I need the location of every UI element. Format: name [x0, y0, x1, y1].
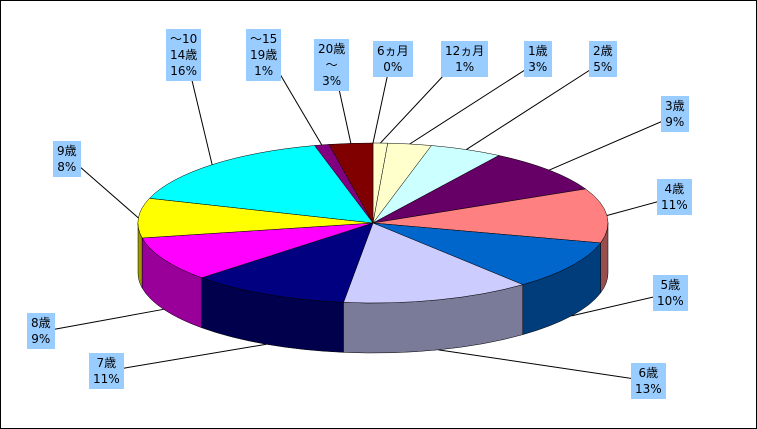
data-label: 20歳 ～ 3%: [314, 39, 350, 91]
category-label: 8歳: [31, 316, 51, 330]
data-label: 5歳 10%: [653, 275, 688, 311]
category-label: 5歳: [660, 278, 681, 292]
category-label: 1歳: [528, 44, 548, 58]
value-label: 3%: [322, 74, 342, 88]
slice: [141, 222, 374, 279]
value-label: 11%: [93, 372, 120, 386]
slice: [343, 222, 524, 304]
slice: [372, 222, 602, 285]
data-label: 12ヵ月 1%: [441, 41, 489, 77]
category-label: 6歳: [638, 366, 659, 380]
category-label: 12ヵ月: [445, 44, 485, 58]
data-label: 9歳 8%: [53, 141, 81, 177]
leader-line: [44, 308, 164, 332]
data-label: ～15 19歳 1%: [246, 29, 282, 81]
data-label: 1歳 3%: [524, 41, 552, 77]
category-label: 20歳 ～: [318, 42, 346, 72]
data-label: 6歳 13%: [631, 363, 666, 399]
leader-line: [70, 158, 139, 219]
value-label: 1%: [455, 60, 475, 74]
value-label: 8%: [57, 160, 77, 174]
leader-line: [438, 349, 650, 382]
leader-line: [106, 343, 267, 372]
category-label: 7歳: [96, 356, 117, 370]
category-label: ～15 19歳: [250, 32, 278, 62]
data-label: 8歳 9%: [27, 313, 55, 349]
value-label: 1%: [254, 64, 274, 78]
value-label: 16%: [170, 64, 197, 78]
data-label: 7歳 11%: [89, 353, 124, 389]
leader-line: [466, 58, 608, 151]
category-label: 2歳: [593, 44, 613, 58]
slice: [148, 145, 374, 224]
leader-line: [549, 113, 680, 171]
slice: [200, 222, 374, 303]
slice: [372, 155, 587, 224]
value-label: 10%: [657, 294, 684, 308]
data-label: 6ヵ月 0%: [373, 41, 413, 77]
category-label: 9歳: [57, 144, 77, 158]
category-label: 3歳: [665, 99, 685, 113]
data-label: ～10 14歳 16%: [166, 29, 202, 81]
value-label: 9%: [665, 115, 685, 129]
value-label: 5%: [593, 60, 613, 74]
slice: [137, 198, 374, 239]
category-label: 6ヵ月: [377, 44, 409, 58]
data-label: 3歳 9%: [661, 96, 689, 132]
value-label: 11%: [661, 198, 688, 212]
category-label: 4歳: [664, 182, 685, 196]
data-label: 2歳 5%: [589, 41, 617, 77]
value-label: 3%: [528, 60, 548, 74]
slice: [372, 188, 609, 244]
value-label: 13%: [635, 382, 662, 396]
value-label: 9%: [31, 332, 51, 346]
leader-line: [409, 58, 543, 145]
data-label: 4歳 11%: [657, 179, 692, 215]
value-label: 0%: [383, 60, 403, 74]
category-label: ～10 14歳: [170, 32, 198, 62]
